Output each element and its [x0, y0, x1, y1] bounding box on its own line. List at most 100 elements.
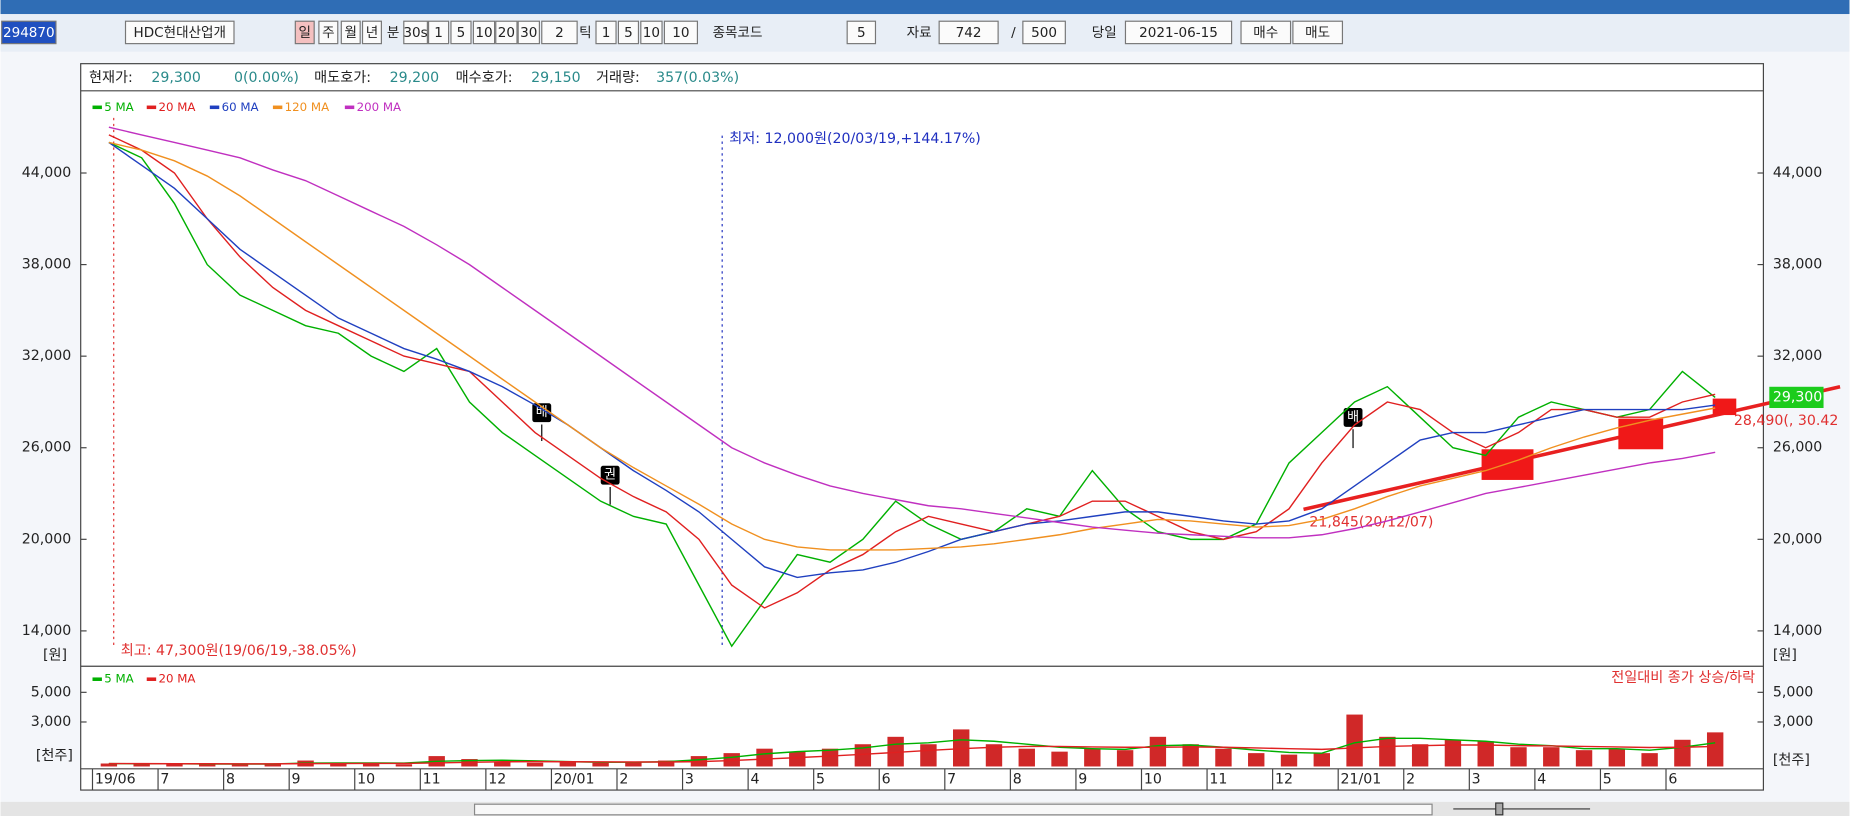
toolbar-button[interactable] — [1240, 20, 1292, 45]
toolbar-text[interactable]: 294870 — [3, 25, 55, 41]
legend-label: 5 MA — [104, 672, 133, 686]
x-tick-label: 20/01 — [554, 771, 595, 787]
toolbar-button[interactable] — [617, 20, 640, 45]
volume-bar — [133, 764, 150, 767]
toolbar-text[interactable]: 30 — [520, 25, 537, 41]
toolbar-text: / — [1011, 25, 1016, 41]
toolbar-button[interactable] — [1292, 20, 1344, 45]
toolbar-text[interactable]: HDC현대산업개 — [134, 25, 226, 41]
toolbar-button[interactable] — [663, 20, 699, 45]
toolbar-text[interactable]: 1 — [434, 25, 443, 41]
toolbar-text[interactable]: 매수 — [1253, 25, 1278, 41]
toolbar-button[interactable] — [294, 20, 315, 45]
volume-bar — [625, 762, 642, 767]
toolbar-button[interactable] — [640, 20, 663, 45]
toolbar-button[interactable] — [318, 20, 339, 45]
ma-line — [108, 134, 1716, 609]
toolbar-text[interactable]: 20 — [498, 25, 515, 41]
support-annotation: 21,845(20/12/07) — [1309, 514, 1433, 530]
toolbar-button[interactable] — [846, 20, 877, 45]
quote-value: 29,150 — [531, 70, 580, 86]
toolbar-text[interactable]: 매도 — [1305, 25, 1330, 41]
toolbar-button[interactable] — [361, 20, 382, 45]
x-tick-label: 11 — [423, 771, 441, 787]
scrollbar[interactable] — [473, 803, 1433, 816]
volume-bar — [985, 744, 1003, 767]
toolbar-button[interactable] — [1124, 20, 1233, 45]
volume-bar — [362, 763, 380, 767]
event-label[interactable]: 배 — [536, 405, 548, 420]
toolbar-text[interactable]: 2 — [555, 25, 564, 41]
event-badge[interactable] — [532, 403, 552, 423]
toolbar-text[interactable]: 10 — [672, 25, 689, 41]
toolbar-text[interactable]: 년 — [366, 25, 378, 41]
volume-bar — [199, 764, 216, 767]
ma-line — [108, 141, 1716, 648]
toolbar-button[interactable] — [403, 20, 428, 45]
volume-bar — [1018, 748, 1035, 767]
event-label[interactable]: 권 — [604, 468, 616, 483]
volume-note: 전일대비 종가 상승/하락 — [1611, 670, 1755, 686]
x-tick-label: 4 — [750, 771, 759, 787]
toolbar-text: 당일 — [1092, 25, 1117, 41]
title-bar — [0, 0, 1850, 15]
quote-value: 29,300 — [151, 70, 200, 86]
x-tick-label: 4 — [1537, 771, 1546, 787]
legend-label: 120 MA — [285, 100, 329, 114]
y-tick-label: 20,000 — [22, 531, 71, 547]
toolbar-text[interactable]: 10 — [475, 25, 492, 41]
unit-label: [천주] — [36, 748, 73, 764]
toolbar-text[interactable]: 5 — [624, 25, 633, 41]
toolbar-text[interactable]: 5 — [857, 25, 866, 41]
toolbar-button[interactable] — [1, 20, 57, 45]
zoom-thumb[interactable] — [1495, 802, 1504, 816]
toolbar-text[interactable]: 2021-06-15 — [1139, 25, 1218, 41]
toolbar-button[interactable] — [938, 20, 999, 45]
toolbar-button[interactable] — [124, 20, 235, 45]
toolbar-text[interactable]: 5 — [457, 25, 466, 41]
y-tick-label: 32,000 — [1773, 348, 1822, 364]
volume-bar — [854, 744, 872, 767]
x-tick-label: 9 — [1078, 771, 1087, 787]
volume-bar — [1674, 739, 1691, 767]
toolbar-text[interactable]: 일 — [299, 25, 311, 41]
x-tick-label: 2 — [1406, 771, 1415, 787]
chart-frame — [80, 63, 1764, 791]
y-tick-label: 38,000 — [22, 257, 71, 273]
x-tick-label: 6 — [1668, 771, 1677, 787]
x-tick-label: 5 — [1603, 771, 1612, 787]
toolbar-text[interactable]: 500 — [1031, 25, 1057, 41]
toolbar-text[interactable]: 742 — [956, 25, 982, 41]
toolbar-button[interactable] — [495, 20, 518, 45]
toolbar-button[interactable] — [595, 20, 617, 45]
volume-bar — [1051, 751, 1068, 767]
toolbar-button[interactable] — [1022, 20, 1066, 45]
quote-label: 거래량: — [596, 70, 640, 86]
volume-bar — [166, 763, 183, 767]
toolbar-button[interactable] — [450, 20, 472, 45]
volume-bar — [330, 763, 347, 767]
volume-bar — [1182, 744, 1199, 767]
toolbar-text[interactable]: 1 — [602, 25, 611, 41]
x-tick-label: 2 — [619, 771, 628, 787]
toolbar-text[interactable]: 주 — [322, 25, 334, 41]
toolbar-text[interactable]: 30s — [403, 25, 427, 41]
toolbar-text[interactable]: 월 — [344, 25, 356, 41]
toolbar-button[interactable] — [340, 20, 361, 45]
event-badge[interactable] — [600, 465, 620, 485]
toolbar-button[interactable] — [541, 20, 578, 45]
volume-bar — [231, 763, 249, 767]
volume-bar — [789, 751, 806, 767]
toolbar-button[interactable] — [427, 20, 450, 45]
y-tick-label: 3,000 — [1773, 714, 1813, 730]
volume-bar — [1575, 750, 1593, 767]
toolbar-text[interactable]: 10 — [643, 25, 660, 41]
toolbar-button[interactable] — [472, 20, 496, 45]
quote-label: 현재가: — [89, 70, 133, 86]
x-tick-label: 5 — [816, 771, 825, 787]
volume-bar — [395, 764, 413, 767]
quote-value: 29,200 — [390, 70, 439, 86]
x-tick-label: 3 — [685, 771, 694, 787]
toolbar-button[interactable] — [517, 20, 540, 45]
event-label[interactable]: 배 — [1347, 410, 1359, 425]
